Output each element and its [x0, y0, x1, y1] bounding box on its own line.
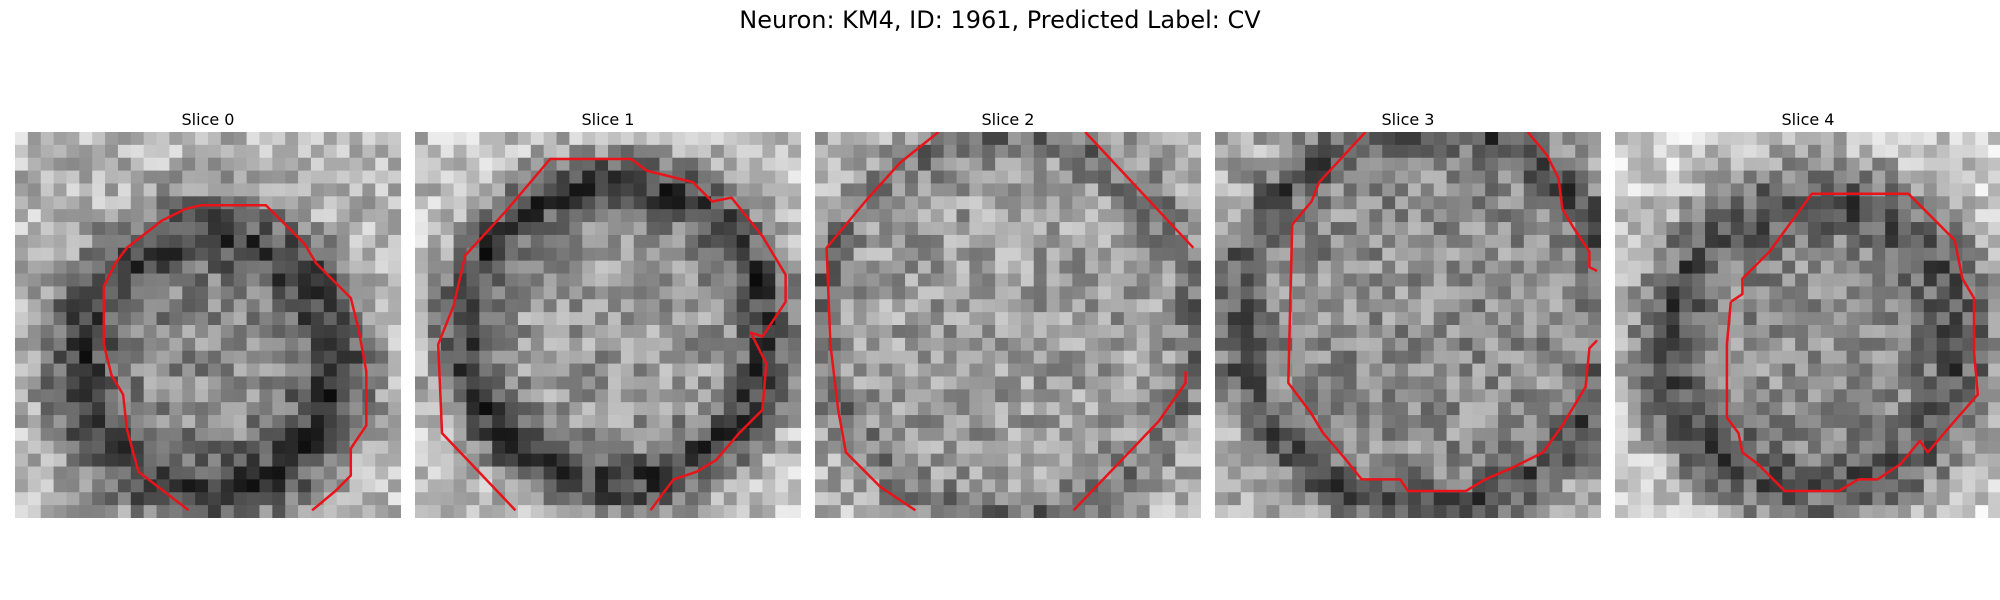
slice-image [815, 132, 1201, 518]
pixel-grid [1615, 132, 2000, 518]
contour-line-0 [825, 132, 940, 512]
slice-panel-1: Slice 1 [415, 108, 801, 518]
contour-line-1 [1526, 132, 1598, 273]
slice-panel-2: Slice 2 [815, 108, 1201, 518]
slice-image [1215, 132, 1601, 518]
slice-image [15, 132, 401, 518]
slice-image [1615, 132, 2000, 518]
contour-line-2 [1072, 371, 1187, 512]
slice-title: Slice 4 [1781, 110, 1835, 129]
slice-panel-4: Slice 4 [1615, 108, 2000, 518]
contour-line-0 [1287, 132, 1598, 493]
slice-image [415, 132, 801, 518]
pixel-grid [15, 132, 401, 518]
slice-panel-0: Slice 0 [15, 108, 401, 518]
contour-line-0 [436, 157, 787, 512]
slice-title: Slice 1 [581, 110, 635, 129]
slice-title: Slice 3 [1381, 110, 1435, 129]
pixel-grid [815, 132, 1201, 518]
contour-line-0 [1725, 192, 1980, 493]
pixel-grid [1215, 132, 1601, 518]
slice-panel-3: Slice 3 [1215, 108, 1601, 518]
slice-title: Slice 2 [981, 110, 1035, 129]
contour-line-1 [1084, 132, 1195, 249]
pixel-grid [415, 132, 801, 518]
slice-title: Slice 0 [181, 110, 235, 129]
contour-line-0 [102, 204, 368, 512]
figure-title: Neuron: KM4, ID: 1961, Predicted Label: … [739, 6, 1261, 34]
